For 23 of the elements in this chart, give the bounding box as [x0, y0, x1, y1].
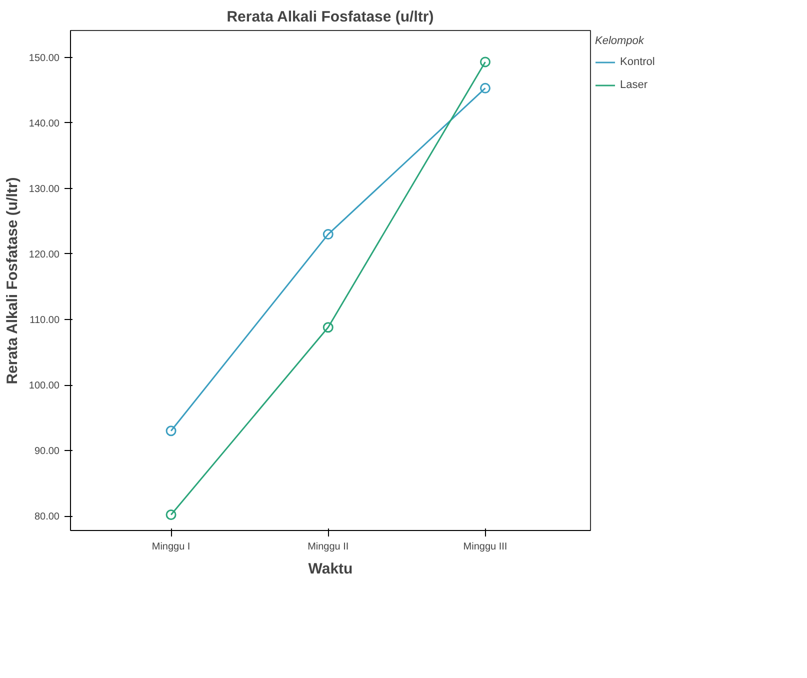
y-tick-label: 110.00: [30, 314, 60, 326]
x-axis-title: Waktu: [308, 560, 353, 578]
x-tick-label: Minggu III: [463, 542, 508, 552]
point: [480, 82, 490, 94]
y-tick-label: 80.00: [34, 512, 60, 523]
legend-label: Laser: [620, 79, 648, 91]
point: [322, 322, 334, 333]
y-tick-label: 90.00: [34, 446, 60, 458]
y-tick-label: 140.00: [28, 118, 60, 130]
y-tick-label: 120.00: [28, 249, 60, 260]
point: [166, 426, 176, 436]
y-tick-label: 130.00: [28, 184, 60, 195]
y-tick-label: 150.00: [28, 52, 60, 64]
point: [166, 510, 176, 520]
point: [480, 56, 490, 68]
y-tick-label: 100.00: [28, 380, 60, 392]
point: [322, 229, 334, 240]
chart-title: Rerata Alkali Fosfatase (u/ltr): [226, 8, 434, 26]
y-axis-title: Rerata Alkali Fosfatase (u/ltr): [4, 177, 21, 384]
legend-label: Kontrol: [620, 56, 655, 68]
x-tick-label: Minggu II: [308, 542, 349, 552]
x-tick-label: Minggu I: [152, 542, 190, 552]
legend-title: Kelompok: [595, 35, 646, 47]
